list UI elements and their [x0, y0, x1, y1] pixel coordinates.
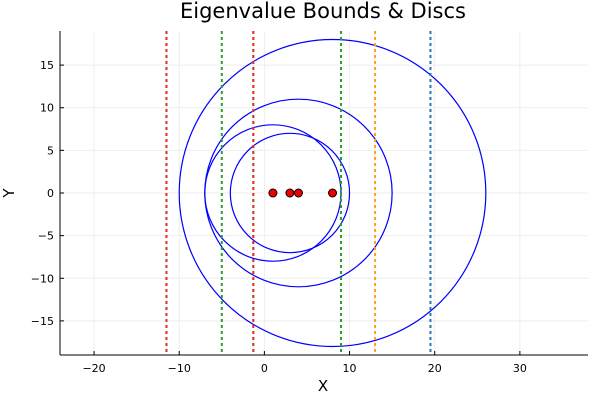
y-tick-label: 15	[40, 59, 54, 72]
y-tick-label: −10	[31, 272, 54, 285]
eigenvalue-point	[328, 188, 338, 198]
x-tick-label: 0	[261, 362, 268, 375]
y-tick-label: 0	[47, 187, 54, 200]
y-axis-label: Y	[0, 188, 18, 199]
gershgorin-disc	[178, 38, 487, 348]
x-axis-label: X	[318, 377, 328, 395]
x-tick-label: −10	[168, 362, 191, 375]
eigenvalue-point	[268, 188, 278, 198]
axes	[59, 31, 588, 356]
tick-labels: −20 −10 0 10 20 30 −15 −10 −5 0 5 10 15	[31, 59, 527, 375]
y-tick-label: 5	[47, 144, 54, 157]
y-tick-label: 10	[40, 102, 54, 115]
x-tick-label: −20	[82, 362, 105, 375]
grid	[60, 31, 588, 355]
eigenvalue-points	[268, 188, 338, 198]
bound-lines	[165, 31, 432, 355]
eigenvalue-point	[293, 188, 303, 198]
x-tick-label: 10	[343, 362, 357, 375]
eigenvalue-point	[285, 188, 295, 198]
y-tick-label: −15	[31, 315, 54, 328]
y-tick-label: −5	[38, 230, 54, 243]
gershgorin-disc	[229, 132, 351, 254]
x-tick-label: 20	[428, 362, 442, 375]
x-tick-label: 30	[513, 362, 527, 375]
chart-title: Eigenvalue Bounds & Discs	[180, 0, 466, 23]
